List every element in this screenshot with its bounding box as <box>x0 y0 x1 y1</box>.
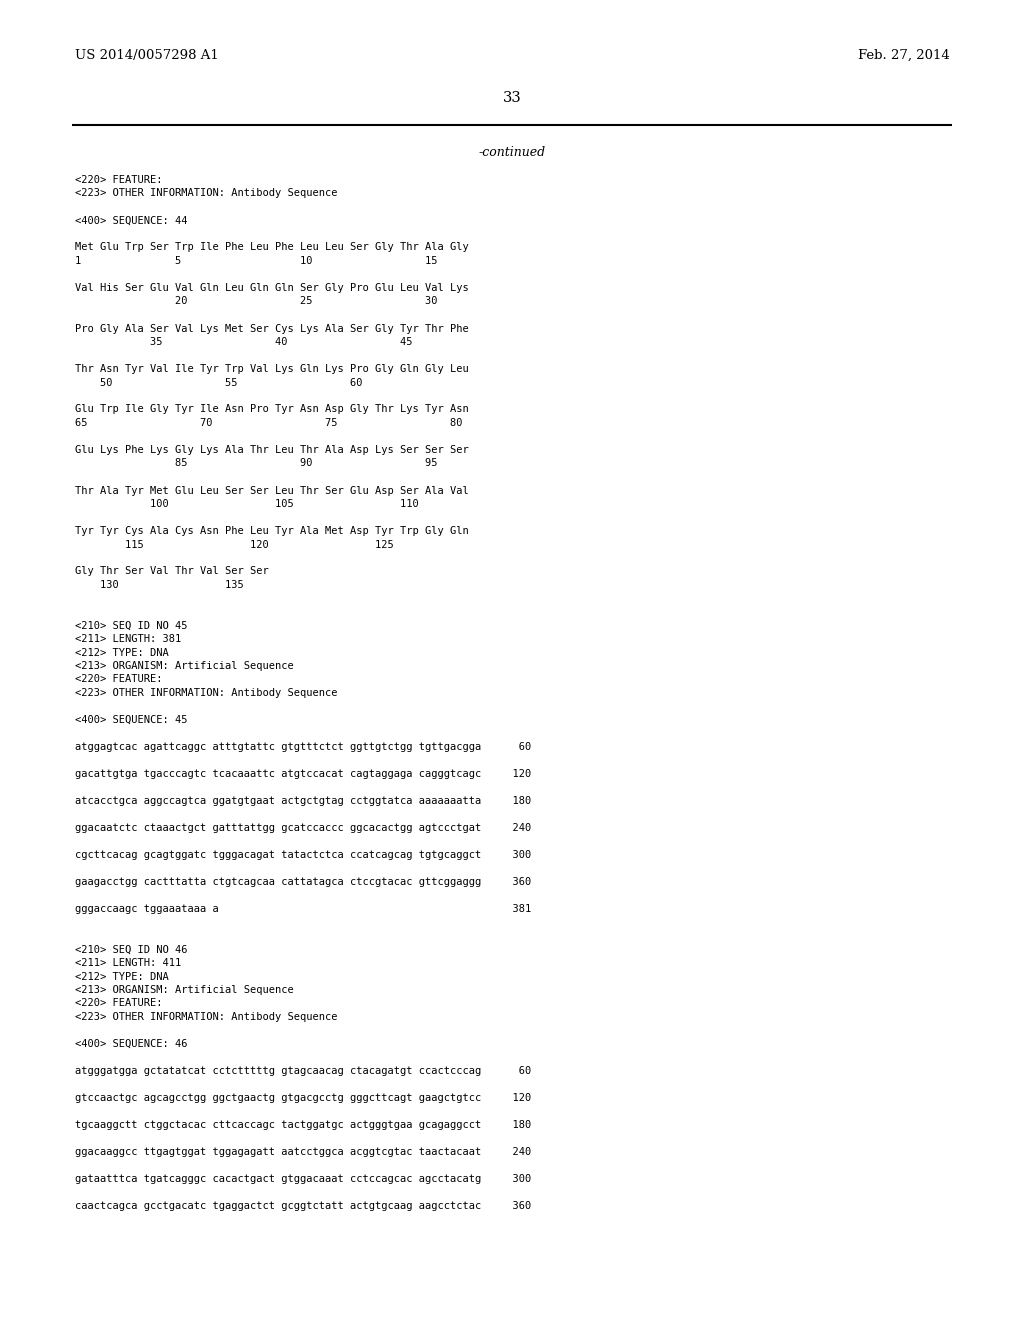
Text: 115                 120                 125: 115 120 125 <box>75 540 394 549</box>
Text: 130                 135: 130 135 <box>75 579 244 590</box>
Text: <220> FEATURE:: <220> FEATURE: <box>75 998 163 1008</box>
Text: <223> OTHER INFORMATION: Antibody Sequence: <223> OTHER INFORMATION: Antibody Sequen… <box>75 688 338 698</box>
Text: <212> TYPE: DNA: <212> TYPE: DNA <box>75 648 169 657</box>
Text: Thr Ala Tyr Met Glu Leu Ser Ser Leu Thr Ser Glu Asp Ser Ala Val: Thr Ala Tyr Met Glu Leu Ser Ser Leu Thr … <box>75 486 469 495</box>
Text: 65                  70                  75                  80: 65 70 75 80 <box>75 418 463 428</box>
Text: 100                 105                 110: 100 105 110 <box>75 499 419 510</box>
Text: <210> SEQ ID NO 45: <210> SEQ ID NO 45 <box>75 620 187 631</box>
Text: caactcagca gcctgacatc tgaggactct gcggtctatt actgtgcaag aagcctctac     360: caactcagca gcctgacatc tgaggactct gcggtct… <box>75 1201 531 1210</box>
Text: ggacaaggcc ttgagtggat tggagagatt aatcctggca acggtcgtac taactacaat     240: ggacaaggcc ttgagtggat tggagagatt aatcctg… <box>75 1147 531 1158</box>
Text: US 2014/0057298 A1: US 2014/0057298 A1 <box>75 49 219 62</box>
Text: Feb. 27, 2014: Feb. 27, 2014 <box>858 49 950 62</box>
Text: <220> FEATURE:: <220> FEATURE: <box>75 675 163 685</box>
Text: <220> FEATURE:: <220> FEATURE: <box>75 176 163 185</box>
Text: Tyr Tyr Cys Ala Cys Asn Phe Leu Tyr Ala Met Asp Tyr Trp Gly Gln: Tyr Tyr Cys Ala Cys Asn Phe Leu Tyr Ala … <box>75 525 469 536</box>
Text: 50                  55                  60: 50 55 60 <box>75 378 362 388</box>
Text: <213> ORGANISM: Artificial Sequence: <213> ORGANISM: Artificial Sequence <box>75 661 294 671</box>
Text: Met Glu Trp Ser Trp Ile Phe Leu Phe Leu Leu Ser Gly Thr Ala Gly: Met Glu Trp Ser Trp Ile Phe Leu Phe Leu … <box>75 243 469 252</box>
Text: <223> OTHER INFORMATION: Antibody Sequence: <223> OTHER INFORMATION: Antibody Sequen… <box>75 1012 338 1022</box>
Text: <211> LENGTH: 381: <211> LENGTH: 381 <box>75 634 181 644</box>
Text: <210> SEQ ID NO 46: <210> SEQ ID NO 46 <box>75 945 187 954</box>
Text: 1               5                   10                  15: 1 5 10 15 <box>75 256 437 267</box>
Text: <223> OTHER INFORMATION: Antibody Sequence: <223> OTHER INFORMATION: Antibody Sequen… <box>75 189 338 198</box>
Text: gataatttca tgatcagggc cacactgact gtggacaaat cctccagcac agcctacatg     300: gataatttca tgatcagggc cacactgact gtggaca… <box>75 1173 531 1184</box>
Text: 35                  40                  45: 35 40 45 <box>75 337 413 347</box>
Text: gggaccaagc tggaaataaa a                                               381: gggaccaagc tggaaataaa a 381 <box>75 904 531 913</box>
Text: Pro Gly Ala Ser Val Lys Met Ser Cys Lys Ala Ser Gly Tyr Thr Phe: Pro Gly Ala Ser Val Lys Met Ser Cys Lys … <box>75 323 469 334</box>
Text: <400> SEQUENCE: 45: <400> SEQUENCE: 45 <box>75 715 187 725</box>
Text: <400> SEQUENCE: 46: <400> SEQUENCE: 46 <box>75 1039 187 1049</box>
Text: 20                  25                  30: 20 25 30 <box>75 297 437 306</box>
Text: Val His Ser Glu Val Gln Leu Gln Gln Ser Gly Pro Glu Leu Val Lys: Val His Ser Glu Val Gln Leu Gln Gln Ser … <box>75 282 469 293</box>
Text: <212> TYPE: DNA: <212> TYPE: DNA <box>75 972 169 982</box>
Text: <211> LENGTH: 411: <211> LENGTH: 411 <box>75 958 181 968</box>
Text: Gly Thr Ser Val Thr Val Ser Ser: Gly Thr Ser Val Thr Val Ser Ser <box>75 566 268 577</box>
Text: tgcaaggctt ctggctacac cttcaccagc tactggatgc actgggtgaa gcagaggcct     180: tgcaaggctt ctggctacac cttcaccagc tactgga… <box>75 1119 531 1130</box>
Text: atgggatgga gctatatcat cctctttttg gtagcaacag ctacagatgt ccactcccag      60: atgggatgga gctatatcat cctctttttg gtagcaa… <box>75 1067 531 1076</box>
Text: gaagacctgg cactttatta ctgtcagcaa cattatagca ctccgtacac gttcggaggg     360: gaagacctgg cactttatta ctgtcagcaa cattata… <box>75 876 531 887</box>
Text: Glu Lys Phe Lys Gly Lys Ala Thr Leu Thr Ala Asp Lys Ser Ser Ser: Glu Lys Phe Lys Gly Lys Ala Thr Leu Thr … <box>75 445 469 455</box>
Text: ggacaatctc ctaaactgct gatttattgg gcatccaccc ggcacactgg agtccctgat     240: ggacaatctc ctaaactgct gatttattgg gcatcca… <box>75 822 531 833</box>
Text: 85                  90                  95: 85 90 95 <box>75 458 437 469</box>
Text: gacattgtga tgacccagtc tcacaaattc atgtccacat cagtaggaga cagggtcagc     120: gacattgtga tgacccagtc tcacaaattc atgtcca… <box>75 770 531 779</box>
Text: <400> SEQUENCE: 44: <400> SEQUENCE: 44 <box>75 215 187 226</box>
Text: cgcttcacag gcagtggatc tgggacagat tatactctca ccatcagcag tgtgcaggct     300: cgcttcacag gcagtggatc tgggacagat tatactc… <box>75 850 531 861</box>
Text: 33: 33 <box>503 91 521 106</box>
Text: -continued: -continued <box>478 145 546 158</box>
Text: Thr Asn Tyr Val Ile Tyr Trp Val Lys Gln Lys Pro Gly Gln Gly Leu: Thr Asn Tyr Val Ile Tyr Trp Val Lys Gln … <box>75 364 469 374</box>
Text: atcacctgca aggccagtca ggatgtgaat actgctgtag cctggtatca aaaaaaatta     180: atcacctgca aggccagtca ggatgtgaat actgctg… <box>75 796 531 807</box>
Text: <213> ORGANISM: Artificial Sequence: <213> ORGANISM: Artificial Sequence <box>75 985 294 995</box>
Text: Glu Trp Ile Gly Tyr Ile Asn Pro Tyr Asn Asp Gly Thr Lys Tyr Asn: Glu Trp Ile Gly Tyr Ile Asn Pro Tyr Asn … <box>75 404 469 414</box>
Text: gtccaactgc agcagcctgg ggctgaactg gtgacgcctg gggcttcagt gaagctgtcc     120: gtccaactgc agcagcctgg ggctgaactg gtgacgc… <box>75 1093 531 1104</box>
Text: atggagtcac agattcaggc atttgtattc gtgtttctct ggttgtctgg tgttgacgga      60: atggagtcac agattcaggc atttgtattc gtgtttc… <box>75 742 531 752</box>
